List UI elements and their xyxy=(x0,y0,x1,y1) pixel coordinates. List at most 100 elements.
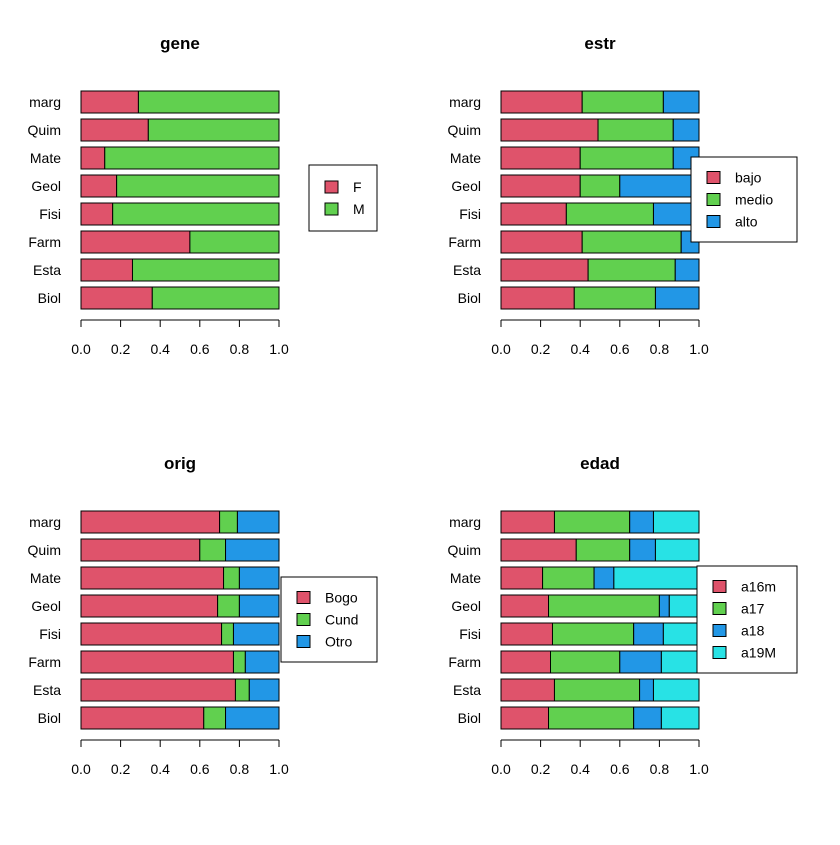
bar-segment-Cund xyxy=(234,678,250,702)
legend-label: F xyxy=(353,179,362,195)
legend-swatch xyxy=(706,171,721,184)
x-tick-label: 1.0 xyxy=(689,761,709,777)
legend-box xyxy=(308,164,378,232)
bar-segment-F xyxy=(80,174,118,198)
bar-segment-alto xyxy=(654,286,700,310)
bar-segment-a16m xyxy=(500,538,577,562)
bar-segment-bajo xyxy=(500,174,581,198)
chart-panel-estr: estr Biol Esta Farm Fisi Geol Mate Quim marg 0.0 0… xyxy=(448,34,798,357)
legend-label: Bogo xyxy=(325,590,358,606)
chart-title: estr xyxy=(584,34,616,53)
bar-segment-a17 xyxy=(550,650,621,674)
bar-segment-Bogo xyxy=(80,678,236,702)
legend-swatch xyxy=(712,602,727,615)
bar-segment-alto xyxy=(674,258,700,282)
x-tick-label: 0.8 xyxy=(650,761,670,777)
bar-segment-a16m xyxy=(500,510,555,534)
bar-segment-medio xyxy=(587,258,676,282)
legend-swatch xyxy=(296,591,311,604)
bar-segment-alto xyxy=(672,118,700,142)
bar-segment-Bogo xyxy=(80,622,223,646)
bar-segment-M xyxy=(137,90,280,114)
category-label: Farm xyxy=(448,654,481,670)
category-label: Esta xyxy=(33,682,61,698)
legend-swatch xyxy=(296,613,311,626)
bar-segment-a19M xyxy=(668,594,700,618)
bar-segment-M xyxy=(189,230,280,254)
bar-segment-a17 xyxy=(553,678,641,702)
legend-label: a17 xyxy=(741,601,765,617)
x-tick-label: 0.2 xyxy=(111,341,131,357)
bar-segment-Cund xyxy=(203,706,227,730)
bar-segment-Otro xyxy=(232,622,280,646)
bar-segment-a19M xyxy=(660,706,700,730)
bar-segment-a18 xyxy=(593,566,615,590)
legend-swatch xyxy=(296,635,311,648)
x-tick-label: 0.0 xyxy=(491,341,511,357)
category-label: Farm xyxy=(448,234,481,250)
category-label: Biol xyxy=(458,710,481,726)
x-tick-label: 1.0 xyxy=(269,761,289,777)
bar-segment-Cund xyxy=(217,594,240,618)
category-label: marg xyxy=(449,94,481,110)
x-tick-label: 0.4 xyxy=(150,341,170,357)
legend: FM xyxy=(308,164,378,232)
bar-segment-Bogo xyxy=(80,650,234,674)
chart-title: orig xyxy=(164,454,196,473)
category-label: Fisi xyxy=(459,206,481,222)
category-label: Mate xyxy=(30,570,61,586)
bar-segment-Cund xyxy=(232,650,246,674)
bar-segment-Otro xyxy=(225,538,280,562)
bar-segment-a17 xyxy=(542,566,595,590)
bar-segment-a19M xyxy=(654,538,700,562)
bar-segment-Bogo xyxy=(80,594,219,618)
legend-label: Otro xyxy=(325,634,352,650)
bar-segment-F xyxy=(80,286,153,310)
bar-segment-alto xyxy=(662,90,700,114)
bar-segment-medio xyxy=(573,286,656,310)
x-tick-label: 0.6 xyxy=(610,341,630,357)
bar-segment-Cund xyxy=(221,622,234,646)
bar-segment-Bogo xyxy=(80,510,221,534)
chart-panel-orig: orig Biol Esta Farm Fisi Geol Mate Quim marg 0.0 0… xyxy=(28,454,378,777)
category-label: marg xyxy=(29,514,61,530)
bar-segment-M xyxy=(131,258,280,282)
bar-segment-a19M xyxy=(660,650,700,674)
category-label: Biol xyxy=(458,290,481,306)
chart-panel-edad: edad Biol Esta Farm Fisi Geol Mate Quim marg 0.0 0… xyxy=(448,454,798,777)
bar-segment-medio xyxy=(581,90,664,114)
category-label: Geol xyxy=(451,598,481,614)
bar-segment-a16m xyxy=(500,650,551,674)
bar-segment-Otro xyxy=(238,594,280,618)
category-label: Geol xyxy=(31,178,61,194)
bar-segment-Otro xyxy=(225,706,280,730)
bar-segment-M xyxy=(104,146,280,170)
x-tick-label: 0.8 xyxy=(230,761,250,777)
bar-segment-a18 xyxy=(629,538,656,562)
bar-segment-F xyxy=(80,118,149,142)
bar-segment-a17 xyxy=(548,706,635,730)
x-tick-label: 0.6 xyxy=(190,341,210,357)
legend-label: a16m xyxy=(741,579,776,595)
bar-segment-medio xyxy=(565,202,654,226)
category-label: Esta xyxy=(453,682,481,698)
category-label: Mate xyxy=(450,150,481,166)
bar-segment-F xyxy=(80,146,106,170)
legend-label: a18 xyxy=(741,623,765,639)
legend-label: medio xyxy=(735,192,773,208)
category-label: Farm xyxy=(28,654,61,670)
bar-segment-bajo xyxy=(500,286,575,310)
bar-segment-a17 xyxy=(553,510,631,534)
x-tick-label: 0.4 xyxy=(150,761,170,777)
bar-segment-a18 xyxy=(629,510,654,534)
bar-segment-medio xyxy=(597,118,674,142)
bar-segment-F xyxy=(80,258,133,282)
bar-segment-Cund xyxy=(223,566,240,590)
legend-swatch xyxy=(706,215,721,228)
bar-segment-medio xyxy=(579,174,621,198)
bar-segment-Otro xyxy=(248,678,280,702)
x-tick-label: 0.0 xyxy=(71,341,91,357)
bar-segment-a18 xyxy=(633,706,662,730)
legend: Bogo Cund Otro xyxy=(280,576,378,663)
